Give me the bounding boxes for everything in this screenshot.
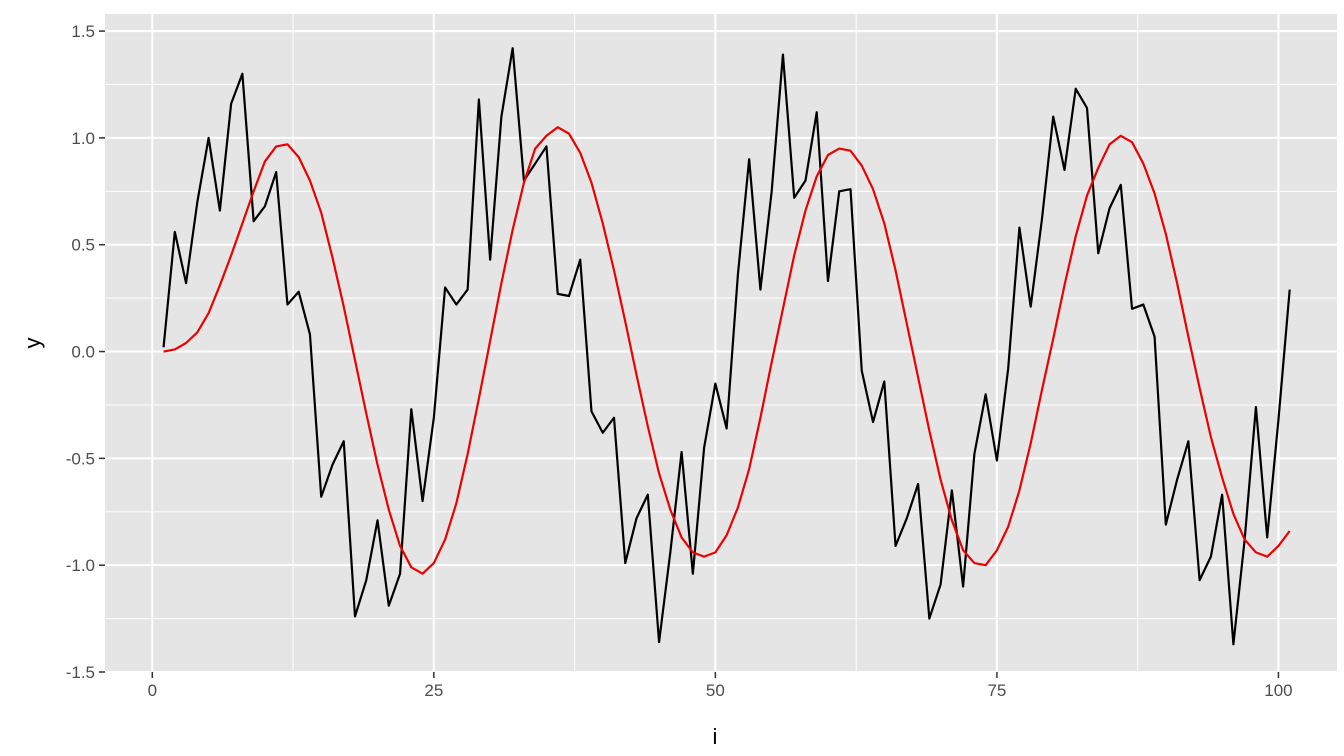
series-line-2	[163, 126, 1291, 575]
y-axis-title: y	[20, 338, 45, 349]
series-lines	[162, 47, 1291, 646]
series-line-1	[162, 47, 1291, 646]
x-tick-label: 0	[148, 681, 157, 700]
x-tick-label: 25	[424, 681, 443, 700]
y-tick-label: -1.5	[66, 663, 95, 682]
y-tick-label: 0.0	[71, 343, 95, 362]
x-axis: 0 25 50 75 100	[148, 672, 1293, 700]
panel-background	[105, 14, 1337, 672]
y-axis: -1.5 -1.0 -0.5 0.0 0.5 1.0 1.5	[66, 22, 105, 682]
y-tick-label: 1.5	[71, 22, 95, 41]
y-tick-label: 0.5	[71, 236, 95, 255]
x-tick-label: 50	[706, 681, 725, 700]
x-axis-title: i	[713, 724, 718, 749]
minor-gridlines	[105, 14, 1337, 672]
y-tick-label: 1.0	[71, 129, 95, 148]
y-tick-label: -1.0	[66, 556, 95, 575]
x-tick-label: 75	[987, 681, 1006, 700]
x-tick-label: 100	[1264, 681, 1292, 700]
y-tick-label: -0.5	[66, 449, 95, 468]
